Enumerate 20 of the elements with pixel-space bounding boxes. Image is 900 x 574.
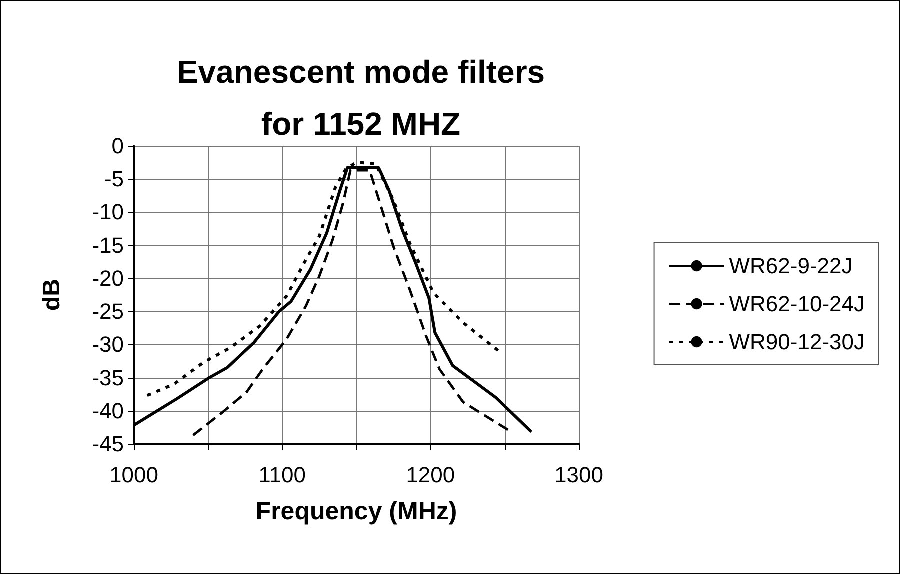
x-tick-label: 1200 xyxy=(406,462,456,488)
y-tick-label: 0 xyxy=(112,134,124,158)
y-tick-label: -30 xyxy=(92,332,124,358)
y-axis-title: dB xyxy=(38,279,66,311)
x-tick-label: 1300 xyxy=(554,462,604,488)
y-tick-label: -45 xyxy=(92,432,124,456)
y-tick-label: -10 xyxy=(92,200,124,225)
y-tick-label: -5 xyxy=(104,166,124,192)
y-tick-label: -35 xyxy=(92,365,124,390)
x-tick-label: 1100 xyxy=(258,462,306,488)
y-tick-label: -20 xyxy=(92,266,124,291)
y-tick-label: -15 xyxy=(92,232,124,258)
legend-label: WR62-10-24J xyxy=(729,292,865,316)
y-tick-label: -25 xyxy=(92,299,124,324)
chart-title: Evanescent mode filters for 1152 MHZ xyxy=(176,54,546,142)
x-tick-label: 1000 xyxy=(110,462,158,488)
y-tick-label: -40 xyxy=(92,398,124,424)
x-axis-title: Frequency (MHz) xyxy=(256,498,458,526)
legend-label: WR90-12-30J xyxy=(729,330,865,354)
legend-label: WR62-9-22J xyxy=(729,254,853,278)
